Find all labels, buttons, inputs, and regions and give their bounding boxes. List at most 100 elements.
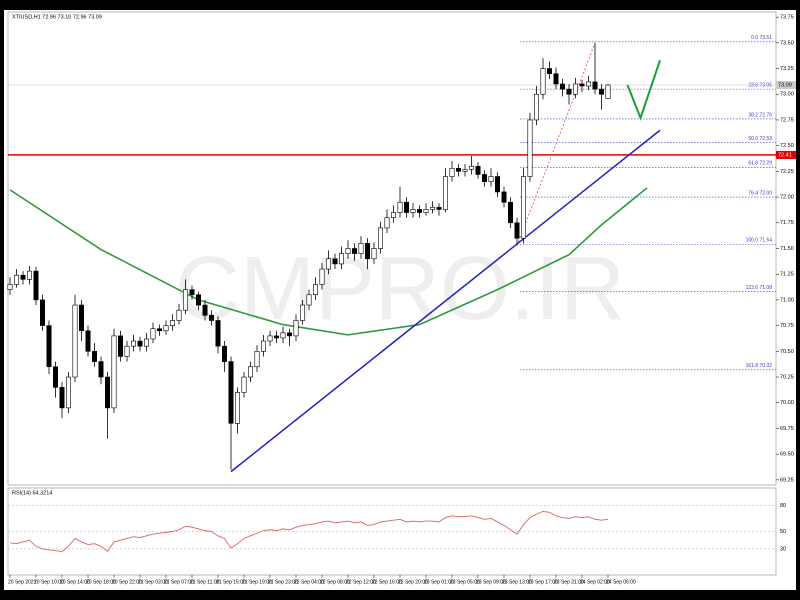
candle-body (533, 93, 539, 121)
candle-body (358, 243, 364, 254)
candle-body (26, 270, 32, 280)
fib-label: 123.6 71.08 (746, 285, 773, 291)
candle-body (105, 376, 111, 409)
y-tick-label: 70.50 (780, 349, 794, 355)
x-tick-label: 23 Sep 01:00 (424, 579, 454, 585)
candle-body (260, 340, 266, 352)
x-tick-label: 24 Sep 06:00 (606, 579, 636, 585)
y-tick-label: 69.25 (780, 477, 794, 483)
candle-body (72, 304, 78, 378)
candle-body (449, 167, 455, 177)
candle-body (553, 73, 559, 85)
candle-body (462, 169, 468, 172)
y-tick-label: 73.50 (780, 40, 794, 46)
candle-body (566, 88, 572, 95)
candle-body (215, 320, 221, 347)
candle-body (111, 335, 117, 409)
candle-body (196, 294, 202, 306)
candle-body (325, 258, 331, 270)
last-price-label: 73.09 (778, 82, 792, 88)
candle-body (14, 274, 20, 285)
candle-body (124, 345, 130, 357)
x-tick-label: 21 Sep 07:00 (164, 579, 194, 585)
candle-body (176, 309, 182, 321)
candle-body (85, 330, 91, 352)
candle-body (390, 212, 396, 218)
candle-body (163, 325, 169, 332)
y-tick-label: 70.75 (780, 323, 794, 329)
rsi-line (9, 511, 609, 553)
candle-body (397, 201, 403, 213)
candle-body (377, 227, 383, 249)
candle-body (273, 335, 279, 339)
candle-body (202, 304, 208, 316)
candle-body (280, 332, 286, 339)
candle-body (293, 320, 299, 337)
candle-body (222, 345, 228, 362)
candle-body (416, 209, 422, 213)
x-tick-label: 23 Sep 21:00 (554, 579, 584, 585)
y-tick-label: 73.00 (780, 92, 794, 98)
candle-body (598, 88, 604, 95)
candle-body (585, 81, 591, 87)
x-tick-label: 20 Sep 14:00 (60, 579, 90, 585)
fib-label: 0.0 73.51 (751, 35, 772, 41)
y-tick-label: 72.25 (780, 169, 794, 175)
candle-body (286, 332, 292, 337)
candle-body (332, 258, 338, 265)
candle-body (299, 304, 305, 321)
candle-body (52, 366, 58, 388)
candle-body (33, 270, 39, 301)
candle-body (131, 340, 137, 347)
candle-body (371, 248, 377, 260)
background (4, 10, 796, 590)
x-tick-label: 23 Sep 17:00 (528, 579, 558, 585)
candle-body (436, 207, 442, 210)
candle-body (475, 165, 481, 175)
fib-anchor-line (516, 42, 596, 246)
candle-body (137, 340, 143, 347)
candle-body (488, 176, 494, 182)
x-tick-label: 22 Sep 16:00 (372, 579, 402, 585)
candle-body (241, 376, 247, 393)
y-tick-label: 72.75 (780, 117, 794, 123)
y-tick-label: 80 (780, 503, 786, 509)
y-tick-label: 72.00 (780, 195, 794, 201)
candle-body (403, 201, 409, 213)
candle-body (79, 304, 85, 332)
candle-body (267, 335, 273, 342)
x-tick-label: 21 Sep 23:00 (268, 579, 298, 585)
candle-body (501, 191, 507, 203)
candle-body (7, 284, 13, 290)
candle-body (423, 209, 429, 213)
y-tick-label: 69.50 (780, 452, 794, 458)
x-tick-label: 21 Sep 03:00 (138, 579, 168, 585)
y-tick-label: 70.00 (780, 400, 794, 406)
candle-body (527, 119, 533, 177)
last-price-tag (776, 81, 796, 90)
fib-label: 100.0 71.54 (746, 238, 773, 244)
candle-body (248, 366, 254, 378)
x-tick-label: 20 Sep 10:00 (34, 579, 64, 585)
rsi-title: RSI(14) 64.3214 (12, 490, 52, 496)
candle-body (319, 268, 325, 285)
candle-body (345, 248, 351, 254)
candle-body (429, 207, 435, 210)
candle-body (592, 81, 598, 90)
candle-body (494, 176, 500, 193)
candle-body (351, 248, 357, 254)
y-tick-label: 71.25 (780, 272, 794, 278)
y-tick-label: 73.75 (780, 15, 794, 21)
candle-body (442, 176, 448, 210)
y-tick-label: 73.25 (780, 66, 794, 72)
candle-body (92, 351, 98, 362)
candle-body (384, 217, 390, 229)
candle-body (228, 361, 234, 424)
candle-body (514, 222, 520, 239)
x-tick-label: 23 Sep 05:00 (450, 579, 480, 585)
y-tick-label: 71.75 (780, 220, 794, 226)
candle-body (170, 320, 176, 326)
candle-body (254, 351, 260, 368)
x-tick-label: 22 Sep 20:00 (398, 579, 428, 585)
